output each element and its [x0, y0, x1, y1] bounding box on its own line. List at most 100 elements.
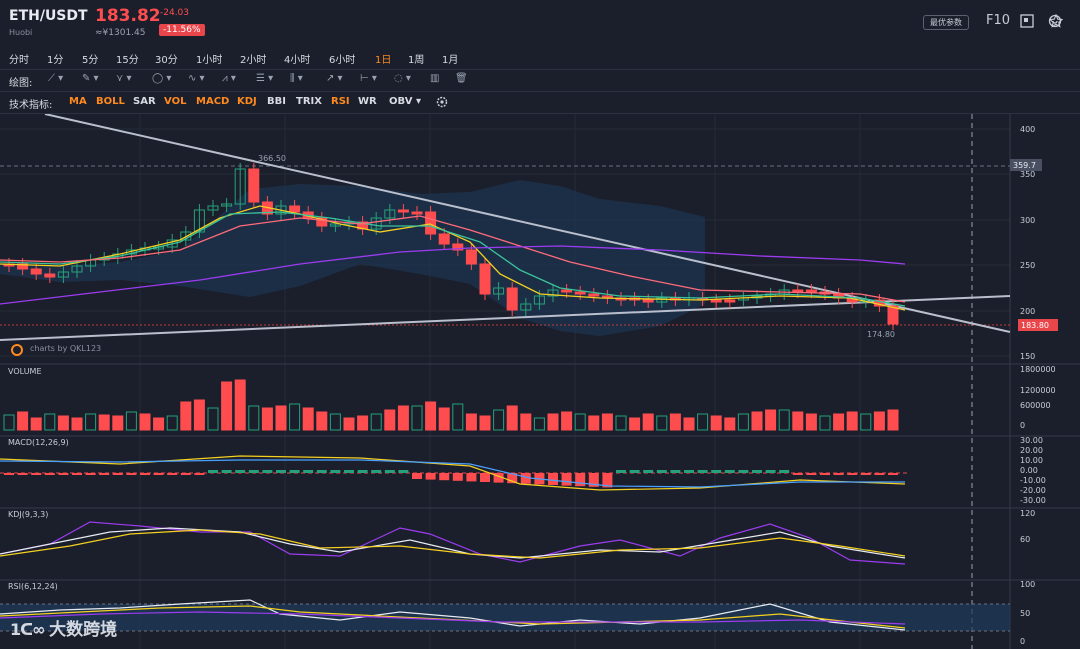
macd-tick-6: -30.00: [1020, 496, 1046, 505]
support-line: [0, 295, 1011, 341]
volume-tick-0: 1800000: [1020, 365, 1056, 374]
timeframe-bar: 分时 1分 5分 15分 30分 1小时 2小时 4小时 6小时 1日 1周 1月: [0, 48, 1080, 68]
timeframe-5[interactable]: 1小时: [196, 55, 223, 66]
timeframe-11[interactable]: 1月: [442, 55, 459, 66]
pen-tool-icon[interactable]: ✎ ▾: [82, 73, 99, 84]
header: ETH/USDT Huobi 183.82 ≈¥1301.45 -24.03 -…: [0, 0, 1080, 44]
timeframe-6[interactable]: 2小时: [240, 55, 267, 66]
ma20-line: [0, 215, 906, 303]
channel-tool-icon[interactable]: ⫼ ▾: [290, 73, 303, 84]
ma5-line: [0, 205, 906, 311]
current-price-tag-bg: [1018, 319, 1058, 331]
watermark-text: 大数跨境: [49, 620, 118, 640]
indicator-wr[interactable]: WR: [358, 96, 377, 107]
wave-tool-icon[interactable]: ∿ ▾: [188, 73, 205, 84]
change-percent-badge: -11.56%: [159, 24, 205, 36]
price-change: -24.03: [160, 8, 190, 18]
watermark: 1ᑕ∞ 大数跨境: [10, 615, 117, 640]
cny-price: ≈¥1301.45: [95, 28, 146, 38]
timeframe-2[interactable]: 5分: [82, 55, 99, 66]
macd-tick-1: 20.00: [1020, 446, 1043, 455]
indicator-ma[interactable]: MA: [69, 96, 87, 107]
trash-icon[interactable]: 🗑: [455, 73, 468, 84]
indicator-rsi[interactable]: RSI: [331, 96, 350, 107]
drawing-toolbar: 绘图: ⟋ ▾ ✎ ▾ ⋎ ▾ ◯ ▾ ∿ ▾ ⩘ ▾ ☰ ▾ ⫼ ▾ ↗ ▾ …: [0, 70, 1080, 90]
shape-tool-icon[interactable]: ◯ ▾: [152, 73, 172, 84]
pair-title: ETH/USDT: [9, 8, 88, 24]
timeframe-8[interactable]: 6小时: [329, 55, 356, 66]
indicator-bar: 技术指标: MA BOLL SAR VOL MACD KDJ BBI TRIX RSI WR OBV…: [0, 94, 1080, 112]
line-tool-icon[interactable]: ⟋ ▾: [48, 73, 64, 84]
timeframe-7[interactable]: 4小时: [284, 55, 311, 66]
ray-tool-icon[interactable]: ⋎ ▾: [116, 73, 132, 84]
rsi-panel-title: RSI(6,12,24): [8, 582, 58, 591]
arrow-tool-icon[interactable]: ↗ ▾: [326, 73, 343, 84]
y-tick-300: 300: [1020, 216, 1035, 225]
indicator-boll[interactable]: BOLL: [96, 96, 125, 107]
rsi-band: [0, 604, 1010, 631]
rsi-tick-1: 50: [1020, 609, 1030, 618]
macd-tick-5: -20.00: [1020, 486, 1046, 495]
timeframe-4[interactable]: 30分: [155, 55, 178, 66]
y-tick-350: 350: [1020, 170, 1035, 179]
current-price-tag: 183.80: [1021, 321, 1049, 330]
kdj-d-line: [0, 529, 906, 559]
low-marker: 174.80: [867, 330, 895, 339]
kdj-tick-1: 60: [1020, 535, 1030, 544]
last-price: 183.82: [95, 6, 161, 26]
rsi-tick-0: 100: [1020, 580, 1035, 589]
high-price-tag-bg: [1010, 159, 1042, 171]
y-tick-400: 400: [1020, 125, 1035, 134]
kdj-panel-title: KDJ(9,3,3): [8, 510, 49, 519]
indicator-settings-icon[interactable]: [435, 96, 449, 110]
kdj-tick-0: 120: [1020, 509, 1035, 518]
star-icon[interactable]: [1048, 13, 1064, 28]
rsi6-line: [0, 599, 906, 631]
y-tick-150: 150: [1020, 352, 1035, 361]
exchange-name: Huobi: [9, 28, 33, 37]
timeframe-0[interactable]: 分时: [9, 55, 29, 66]
volume-panel-title: VOLUME: [8, 367, 42, 376]
macd-tick-4: -10.00: [1020, 476, 1046, 485]
timeframe-1[interactable]: 1分: [47, 55, 64, 66]
bars-tool-icon[interactable]: ▥: [430, 73, 440, 84]
fib-tool-icon[interactable]: ☰ ▾: [256, 73, 274, 84]
price-chart[interactable]: 400 350 300 250 200 150 366.50 174.80 359.7 1…: [0, 114, 1080, 649]
indicator-obv[interactable]: OBV ▾: [389, 96, 421, 107]
best-params-button[interactable]: 最优参数: [923, 15, 969, 30]
comment-tool-icon[interactable]: ◌ ▾: [394, 73, 411, 84]
drawing-label: 绘图:: [9, 78, 33, 89]
qkl-logo-icon: [11, 344, 23, 356]
volume-tick-3: 0: [1020, 421, 1025, 430]
high-marker: 366.50: [258, 154, 286, 163]
kdj-j-line: [0, 521, 906, 565]
timeframe-10[interactable]: 1周: [408, 55, 425, 66]
macd-tick-0: 30.00: [1020, 436, 1043, 445]
indicator-kdj[interactable]: KDJ: [237, 96, 257, 107]
timeframe-3[interactable]: 15分: [116, 55, 139, 66]
y-tick-200: 200: [1020, 307, 1035, 316]
volume-tick-2: 600000: [1020, 401, 1051, 410]
rsi-tick-2: 0: [1020, 637, 1025, 646]
indicator-bbi[interactable]: BBI: [267, 96, 286, 107]
volume-tick-1: 1200000: [1020, 386, 1056, 395]
measure-tool-icon[interactable]: ⊢ ▾: [360, 73, 377, 84]
watermark-logo-icon: 1ᑕ∞: [10, 620, 50, 639]
macd-tick-2: 10.00: [1020, 456, 1043, 465]
ma60-line: [0, 245, 906, 305]
pattern-tool-icon[interactable]: ⩘ ▾: [222, 73, 236, 84]
timeframe-9[interactable]: 1日: [375, 55, 392, 66]
macd-dea-line: [0, 459, 905, 488]
f10-button[interactable]: F10: [986, 13, 1011, 28]
ma10-line: [0, 211, 906, 307]
macd-panel-title: MACD(12,26,9): [8, 438, 69, 447]
macd-tick-3: 0.00: [1020, 466, 1038, 475]
kdj-k-line: [0, 527, 906, 559]
high-price-tag: 359.7: [1013, 161, 1036, 170]
indicator-trix[interactable]: TRIX: [296, 96, 322, 107]
indicator-sar[interactable]: SAR: [133, 96, 156, 107]
indicator-macd[interactable]: MACD: [196, 96, 230, 107]
screenshot-icon[interactable]: [1020, 14, 1034, 28]
downtrend-line: [44, 114, 1011, 333]
indicator-vol[interactable]: VOL: [164, 96, 187, 107]
